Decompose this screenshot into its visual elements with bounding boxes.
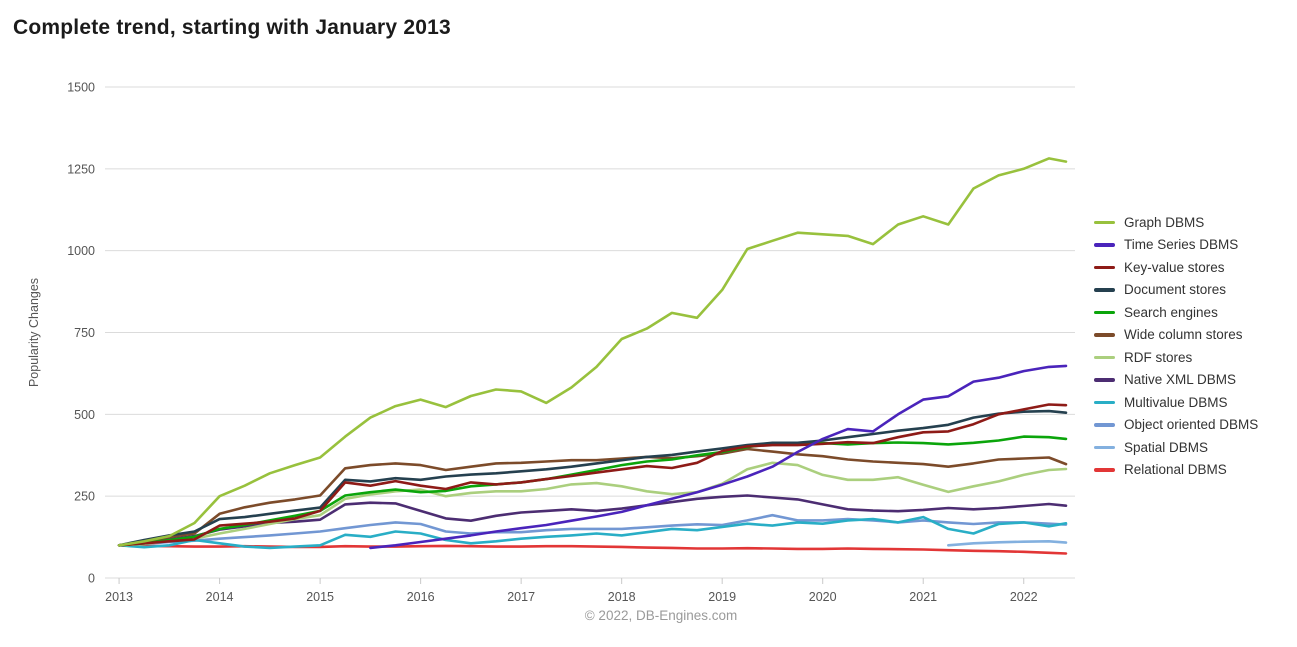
legend-label-time-series-dbms: Time Series DBMS xyxy=(1124,237,1239,253)
series-line-search-engines xyxy=(117,435,1068,547)
series-line-multivalue-dbms xyxy=(117,515,1068,550)
legend-label-wide-column-stores: Wide column stores xyxy=(1124,327,1243,343)
series-line-spatial-dbms xyxy=(947,540,1068,547)
legend-item-native-xml-dbms[interactable]: Native XML DBMS xyxy=(1094,369,1258,392)
legend-item-object-oriented-dbms[interactable]: Object oriented DBMS xyxy=(1094,414,1258,437)
x-tick-label: 2016 xyxy=(407,590,435,604)
x-tick-label: 2022 xyxy=(1010,590,1038,604)
legend-label-native-xml-dbms: Native XML DBMS xyxy=(1124,372,1237,388)
series-line-document-stores xyxy=(117,409,1068,547)
legend-swatch-key-value-stores xyxy=(1094,265,1115,269)
legend-swatch-spatial-dbms xyxy=(1094,445,1115,449)
y-tick-label: 750 xyxy=(74,326,95,340)
x-tick-label: 2021 xyxy=(909,590,937,604)
series-line-graph-dbms xyxy=(117,157,1068,547)
legend-swatch-multivalue-dbms xyxy=(1094,400,1115,404)
series-line-object-oriented-dbms xyxy=(117,513,1068,547)
series-line-time-series-dbms xyxy=(369,364,1068,550)
legend-swatch-time-series-dbms xyxy=(1094,243,1115,247)
x-tick-label: 2017 xyxy=(507,590,535,604)
legend-swatch-wide-column-stores xyxy=(1094,333,1115,337)
x-tick-label: 2018 xyxy=(608,590,636,604)
legend-item-search-engines[interactable]: Search engines xyxy=(1094,301,1258,324)
legend-item-multivalue-dbms[interactable]: Multivalue DBMS xyxy=(1094,391,1258,414)
series-line-rdf-stores xyxy=(117,461,1068,547)
chart-legend: Graph DBMS Time Series DBMS Key-value stor… xyxy=(1094,211,1258,481)
legend-item-document-stores[interactable]: Document stores xyxy=(1094,279,1258,302)
legend-swatch-native-xml-dbms xyxy=(1094,378,1115,382)
legend-label-rdf-stores: RDF stores xyxy=(1124,349,1193,365)
y-tick-label: 1000 xyxy=(67,244,95,258)
copyright-credit: © 2022, DB-Engines.com xyxy=(584,608,738,623)
legend-swatch-object-oriented-dbms xyxy=(1094,423,1115,427)
legend-item-spatial-dbms[interactable]: Spatial DBMS xyxy=(1094,436,1258,459)
legend-label-document-stores: Document stores xyxy=(1124,282,1227,298)
legend-item-key-value-stores[interactable]: Key-value stores xyxy=(1094,256,1258,279)
y-tick-label: 0 xyxy=(88,572,95,586)
x-tick-label: 2019 xyxy=(708,590,736,604)
legend-label-key-value-stores: Key-value stores xyxy=(1124,259,1225,275)
legend-label-graph-dbms: Graph DBMS xyxy=(1124,214,1205,230)
legend-label-object-oriented-dbms: Object oriented DBMS xyxy=(1124,417,1259,433)
legend-item-graph-dbms[interactable]: Graph DBMS xyxy=(1094,211,1258,234)
legend-swatch-graph-dbms xyxy=(1094,220,1115,224)
y-tick-label: 500 xyxy=(74,408,95,422)
legend-label-multivalue-dbms: Multivalue DBMS xyxy=(1124,394,1228,410)
legend-item-time-series-dbms[interactable]: Time Series DBMS xyxy=(1094,234,1258,257)
y-tick-label: 1500 xyxy=(67,81,95,95)
legend-swatch-relational-dbms xyxy=(1094,468,1115,472)
legend-swatch-document-stores xyxy=(1094,288,1115,292)
x-tick-label: 2013 xyxy=(105,590,133,604)
legend-label-relational-dbms: Relational DBMS xyxy=(1124,462,1227,478)
legend-label-spatial-dbms: Spatial DBMS xyxy=(1124,439,1209,455)
y-tick-label: 250 xyxy=(74,490,95,504)
series-line-key-value-stores xyxy=(117,403,1068,547)
y-axis-title: Popularity Changes xyxy=(27,278,41,387)
y-tick-label: 1250 xyxy=(67,162,95,176)
legend-item-rdf-stores[interactable]: RDF stores xyxy=(1094,346,1258,369)
legend-item-wide-column-stores[interactable]: Wide column stores xyxy=(1094,324,1258,347)
x-tick-label: 2020 xyxy=(809,590,837,604)
legend-item-relational-dbms[interactable]: Relational DBMS xyxy=(1094,459,1258,482)
legend-label-search-engines: Search engines xyxy=(1124,304,1218,320)
x-tick-label: 2014 xyxy=(206,590,234,604)
x-tick-label: 2015 xyxy=(306,590,334,604)
legend-swatch-search-engines xyxy=(1094,310,1115,314)
chart-title: Complete trend, starting with January 20… xyxy=(13,16,451,39)
legend-swatch-rdf-stores xyxy=(1094,355,1115,359)
series-line-wide-column-stores xyxy=(117,447,1068,547)
